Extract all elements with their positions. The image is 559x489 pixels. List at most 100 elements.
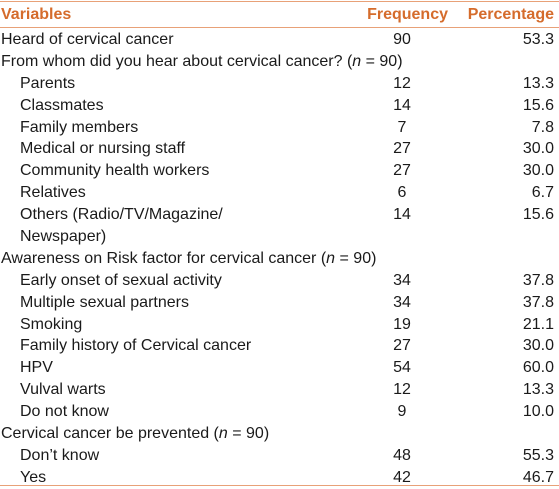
row-frequency: 27 bbox=[393, 337, 411, 355]
row-percentage: 15.6 bbox=[522, 96, 554, 114]
table-row: Vulval warts 12 13.3 bbox=[0, 379, 559, 401]
row-label-text: Smoking bbox=[20, 315, 83, 333]
top-rule bbox=[0, 1, 559, 2]
row-label: Multiple sexual partners bbox=[20, 292, 189, 314]
table-row: Classmates 14 15.6 bbox=[0, 95, 559, 117]
row-label: From whom did you hear about cervical ca… bbox=[1, 51, 403, 73]
table-row: Parents 12 13.3 bbox=[0, 73, 559, 95]
table-row: Cervical cancer be prevented (n = 90) bbox=[0, 423, 559, 445]
row-percentage: 55.3 bbox=[522, 446, 554, 464]
row-label: Classmates bbox=[20, 95, 104, 117]
table-row: From whom did you hear about cervical ca… bbox=[0, 51, 559, 73]
row-label: Vulval warts bbox=[20, 379, 106, 401]
row-percentage: 7.8 bbox=[531, 118, 554, 136]
row-percentage: 15.6 bbox=[522, 206, 554, 224]
row-frequency: 9 bbox=[397, 403, 407, 421]
row-label-text: Multiple sexual partners bbox=[20, 293, 189, 311]
row-label: Awareness on Risk factor for cervical ca… bbox=[1, 248, 376, 270]
row-label: Cervical cancer be prevented (n = 90) bbox=[1, 423, 269, 445]
row-percentage: 30.0 bbox=[522, 337, 554, 355]
row-frequency: 27 bbox=[393, 162, 411, 180]
header-variables: Variables bbox=[1, 6, 72, 23]
row-label: Family members bbox=[20, 117, 138, 139]
row-label: Early onset of sexual activity bbox=[20, 270, 222, 292]
bottom-rule bbox=[0, 485, 559, 486]
row-label-text: Yes bbox=[20, 468, 47, 486]
row-percentage: 21.1 bbox=[522, 315, 554, 333]
table-row: Do not know 9 10.0 bbox=[0, 401, 559, 423]
row-label-text: Cervical cancer be prevented (n = 90) bbox=[1, 425, 270, 443]
row-frequency: 12 bbox=[393, 74, 411, 92]
row-percentage: 37.8 bbox=[522, 293, 554, 311]
row-label-text: Family members bbox=[20, 118, 139, 136]
row-label-text: Early onset of sexual activity bbox=[20, 271, 222, 289]
row-label-text: Community health workers bbox=[20, 162, 210, 180]
row-label-continuation: Newspaper) bbox=[20, 228, 107, 246]
row-percentage: 13.3 bbox=[522, 381, 554, 399]
table-row: Yes 42 46.7 bbox=[0, 467, 559, 489]
table-row: Early onset of sexual activity 34 37.8 bbox=[0, 270, 559, 292]
row-frequency: 19 bbox=[393, 315, 411, 333]
row-label: Family history of Cervical cancer bbox=[20, 335, 251, 357]
row-frequency: 54 bbox=[393, 359, 411, 377]
row-label: Heard of cervical cancer bbox=[1, 29, 174, 51]
row-percentage: 13.3 bbox=[522, 74, 554, 92]
header-frequency: Frequency bbox=[367, 6, 448, 23]
table-row: Family members 7 7.8 bbox=[0, 117, 559, 139]
row-label-text: Awareness on Risk factor for cervical ca… bbox=[1, 249, 377, 267]
row-frequency: 90 bbox=[393, 31, 411, 48]
table-row: Others (Radio/TV/Magazine/Newspaper) 14 15… bbox=[0, 204, 559, 248]
table-row: Don’t know 48 55.3 bbox=[0, 445, 559, 467]
row-label: Community health workers bbox=[20, 160, 209, 182]
row-label-text: Family history of Cervical cancer bbox=[20, 337, 252, 355]
row-frequency: 34 bbox=[393, 293, 411, 311]
row-label-text: Do not know bbox=[20, 403, 109, 421]
table-row: HPV 54 60.0 bbox=[0, 357, 559, 379]
row-label-text: Medical or nursing staff bbox=[20, 140, 186, 158]
row-frequency: 7 bbox=[397, 118, 407, 136]
table-row: Community health workers 27 30.0 bbox=[0, 160, 559, 182]
row-label-text: Don’t know bbox=[20, 446, 100, 464]
row-label-text: Relatives bbox=[20, 184, 86, 202]
row-percentage: 53.3 bbox=[522, 31, 554, 48]
table-row: Medical or nursing staff 27 30.0 bbox=[0, 138, 559, 160]
row-label-text: Heard of cervical cancer bbox=[1, 31, 174, 48]
row-label-text: Parents bbox=[20, 74, 76, 92]
row-label-text: Others (Radio/TV/Magazine/ bbox=[20, 206, 223, 224]
row-frequency: 14 bbox=[393, 96, 411, 114]
row-percentage: 60.0 bbox=[522, 359, 554, 377]
header-percentage: Percentage bbox=[467, 6, 554, 23]
table-row: Awareness on Risk factor for cervical ca… bbox=[0, 248, 559, 270]
row-label-text: Classmates bbox=[20, 96, 104, 114]
row-percentage: 30.0 bbox=[522, 162, 554, 180]
row-label: Relatives bbox=[20, 182, 86, 204]
row-percentage: 46.7 bbox=[522, 468, 554, 486]
row-label: Yes bbox=[20, 467, 46, 489]
table-body: Heard of cervical cancer 90 53.3 From whom … bbox=[0, 29, 559, 489]
table-row: Family history of Cervical cancer 27 30.0 bbox=[0, 335, 559, 357]
row-label: Others (Radio/TV/Magazine/Newspaper) bbox=[20, 204, 223, 248]
row-label-text: Vulval warts bbox=[20, 381, 106, 399]
table-row: Relatives 6 6.7 bbox=[0, 182, 559, 204]
row-label: Medical or nursing staff bbox=[20, 138, 185, 160]
row-percentage: 37.8 bbox=[522, 271, 554, 289]
row-frequency: 14 bbox=[393, 206, 411, 224]
row-frequency: 42 bbox=[393, 468, 411, 486]
row-label: Don’t know bbox=[20, 445, 99, 467]
row-frequency: 34 bbox=[393, 271, 411, 289]
row-frequency: 6 bbox=[397, 184, 407, 202]
row-label: Smoking bbox=[20, 314, 82, 336]
row-label: Do not know bbox=[20, 401, 109, 423]
header-rule bbox=[0, 27, 559, 28]
table-header: Variables Frequency Percentage bbox=[0, 6, 559, 26]
row-label: HPV bbox=[20, 357, 53, 379]
table-row: Heard of cervical cancer 90 53.3 bbox=[0, 29, 559, 51]
table-row: Multiple sexual partners 34 37.8 bbox=[0, 292, 559, 314]
row-percentage: 30.0 bbox=[522, 140, 554, 158]
row-frequency: 48 bbox=[393, 446, 411, 464]
row-percentage: 6.7 bbox=[531, 184, 554, 202]
row-frequency: 12 bbox=[393, 381, 411, 399]
table-row: Smoking 19 21.1 bbox=[0, 314, 559, 336]
row-label: Parents bbox=[20, 73, 75, 95]
